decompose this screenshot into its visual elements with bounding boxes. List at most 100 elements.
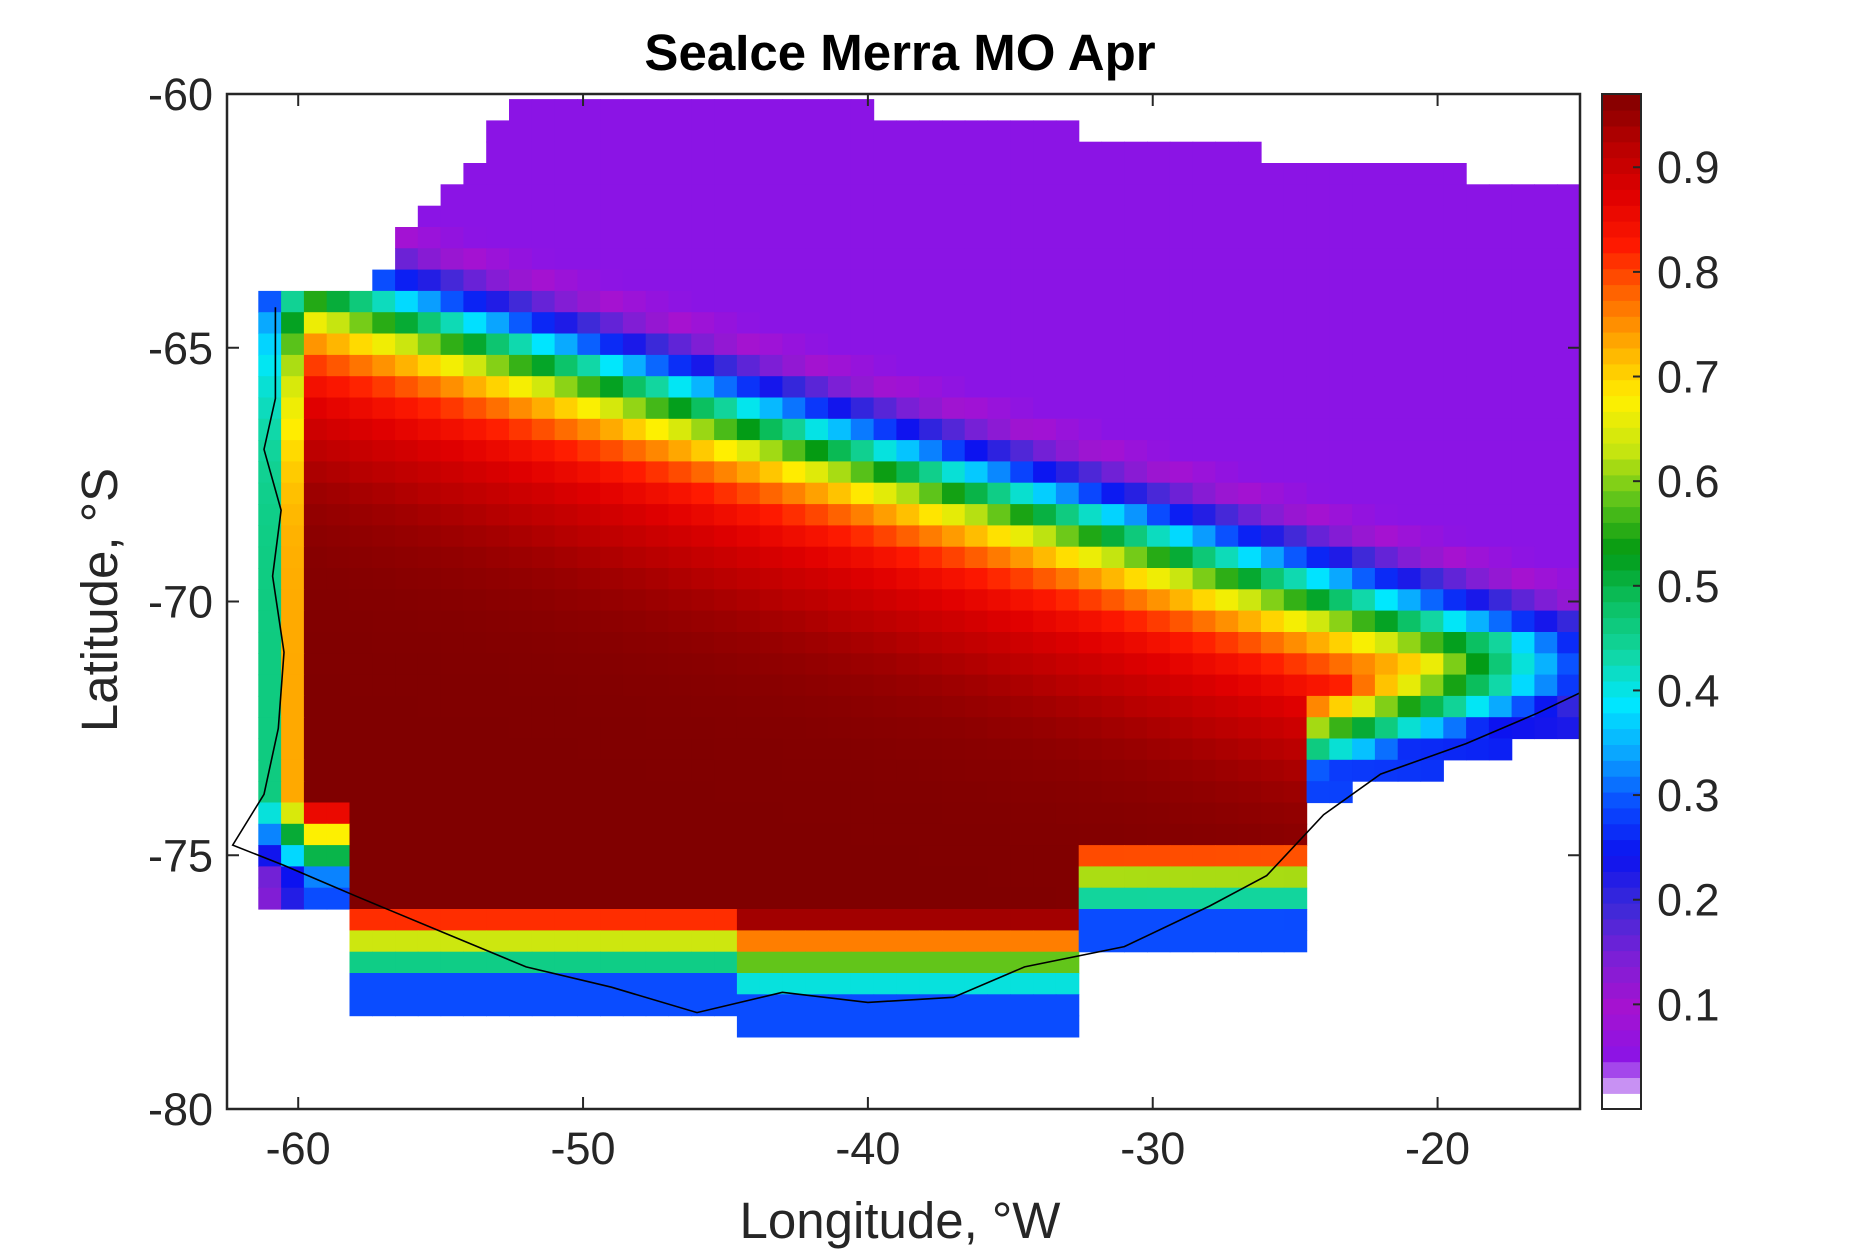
heatmap-cell	[1101, 227, 1125, 249]
heatmap-cell	[1283, 290, 1308, 313]
heatmap-cell	[509, 312, 533, 335]
heatmap-cell	[1306, 632, 1330, 654]
heatmap-cell	[645, 823, 670, 846]
heatmap-cell	[1215, 333, 1239, 356]
heatmap-cell	[395, 994, 419, 1017]
heatmap-cell	[554, 866, 578, 889]
heatmap-cell	[258, 632, 282, 654]
colorbar-tick-label: 0.3	[1657, 770, 1720, 821]
heatmap-cell	[509, 461, 533, 484]
heatmap-cell	[1238, 418, 1262, 441]
heatmap-cell	[759, 184, 784, 207]
x-tick-label: -30	[1120, 1123, 1185, 1174]
heatmap-cell	[1283, 184, 1308, 207]
heatmap-cell	[919, 354, 943, 377]
heatmap-cell	[896, 120, 920, 143]
heatmap-cell	[987, 227, 1011, 249]
heatmap-cell	[600, 227, 624, 249]
heatmap-cell	[645, 290, 670, 313]
heatmap-cell	[964, 695, 989, 718]
heatmap-cell	[1192, 227, 1216, 249]
heatmap-cell	[1261, 461, 1285, 484]
heatmap-cell	[828, 610, 852, 633]
heatmap-cell	[486, 141, 510, 164]
heatmap-cell	[1055, 504, 1080, 526]
heatmap-cell	[531, 184, 556, 207]
heatmap-cell	[326, 653, 351, 676]
heatmap-cell	[691, 397, 715, 420]
heatmap-cell	[554, 440, 578, 462]
heatmap-cell	[942, 930, 966, 953]
heatmap-cell	[349, 738, 373, 761]
heatmap-cell	[1443, 227, 1467, 249]
heatmap-cell	[303, 546, 328, 569]
heatmap-cell	[326, 887, 351, 910]
heatmap-cell	[1055, 695, 1080, 718]
heatmap-cell	[554, 99, 578, 121]
heatmap-cell	[1511, 546, 1535, 569]
heatmap-cell	[805, 248, 829, 271]
heatmap-cell	[1329, 738, 1353, 761]
heatmap-cell	[1397, 674, 1422, 697]
heatmap-cell	[759, 973, 784, 995]
heatmap-cell	[668, 695, 692, 718]
heatmap-cell	[1306, 312, 1330, 335]
heatmap-cell	[372, 823, 396, 846]
colorbar-tick-label: 0.9	[1657, 142, 1720, 193]
heatmap-cell	[714, 461, 738, 484]
heatmap-cell	[1033, 376, 1057, 399]
heatmap-cell	[1055, 354, 1080, 377]
heatmap-cell	[873, 525, 897, 548]
heatmap-cell	[1033, 802, 1057, 825]
heatmap-cell	[782, 546, 806, 569]
heatmap-cell	[645, 845, 670, 867]
heatmap-cell	[1557, 482, 1581, 505]
heatmap-cell	[622, 717, 647, 740]
heatmap-cell	[349, 610, 373, 633]
heatmap-cell	[919, 887, 943, 910]
heatmap-cell	[395, 290, 419, 313]
heatmap-cell	[531, 951, 556, 974]
colorbar-segment	[1602, 728, 1641, 745]
heatmap-cell	[531, 909, 556, 931]
heatmap-cell	[759, 461, 784, 484]
heatmap-cell	[1238, 376, 1262, 399]
heatmap-cell	[805, 695, 829, 718]
heatmap-cell	[1420, 418, 1444, 441]
heatmap-cell	[942, 845, 966, 867]
heatmap-cell	[919, 248, 943, 271]
heatmap-cell	[463, 589, 487, 612]
heatmap-cell	[987, 738, 1011, 761]
heatmap-cell	[645, 781, 670, 804]
heatmap-cell	[349, 909, 373, 931]
heatmap-cell	[600, 440, 624, 462]
heatmap-cell	[896, 653, 920, 676]
heatmap-cell	[372, 610, 396, 633]
heatmap-cell	[987, 930, 1011, 953]
heatmap-cell	[281, 759, 305, 782]
heatmap-cell	[1033, 141, 1057, 164]
heatmap-cell	[759, 823, 784, 846]
heatmap-cell	[554, 354, 578, 377]
heatmap-cell	[691, 973, 715, 995]
heatmap-cell	[736, 695, 761, 718]
heatmap-cell	[554, 887, 578, 910]
heatmap-cell	[600, 354, 624, 377]
heatmap-cell	[1147, 546, 1171, 569]
heatmap-cell	[759, 312, 784, 335]
heatmap-cell	[326, 312, 351, 335]
heatmap-cell	[1488, 184, 1513, 207]
heatmap-cell	[463, 802, 487, 825]
heatmap-cell	[1283, 866, 1308, 889]
heatmap-cell	[1238, 653, 1262, 676]
heatmap-cell	[1557, 290, 1581, 313]
heatmap-cell	[509, 418, 533, 441]
heatmap-cell	[759, 120, 784, 143]
colorbar-segment	[1602, 363, 1641, 381]
colorbar-segment	[1602, 696, 1641, 714]
heatmap-cell	[1443, 333, 1467, 356]
heatmap-cell	[736, 120, 761, 143]
heatmap-cell	[1374, 163, 1399, 185]
heatmap-cell	[281, 525, 305, 548]
heatmap-cell	[987, 759, 1011, 782]
